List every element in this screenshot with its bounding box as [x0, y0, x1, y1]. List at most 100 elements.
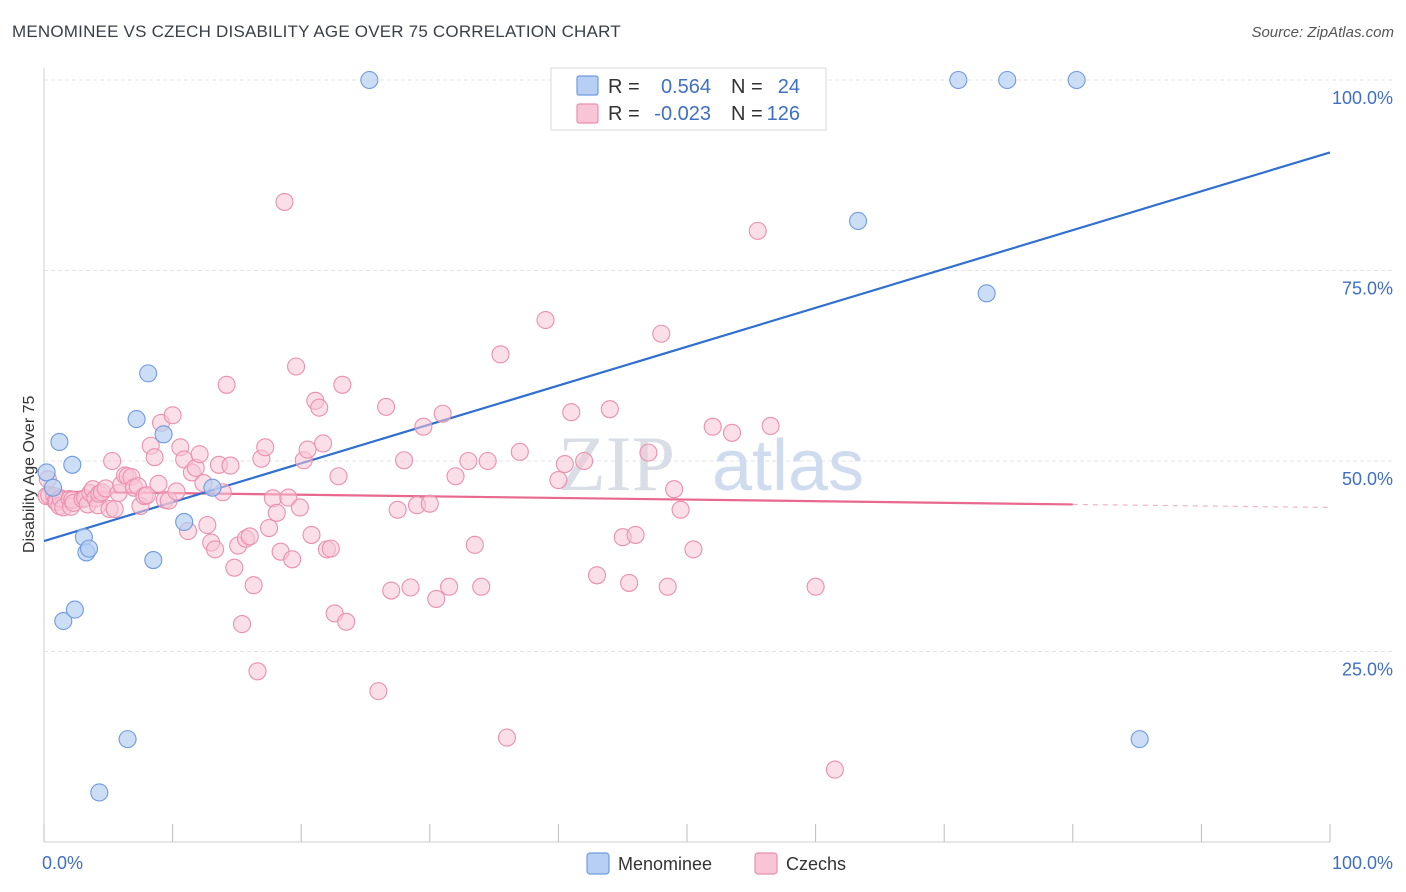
menominee-point — [360, 70, 379, 90]
menominee-point — [175, 512, 194, 532]
czech-point — [671, 500, 690, 519]
czech-point — [310, 398, 329, 417]
czech-point — [639, 443, 658, 462]
czech-point — [167, 482, 186, 501]
bottom-legend-label-czechs: Czechs — [786, 854, 846, 874]
czech-point — [652, 324, 671, 343]
legend-swatch-czechs — [576, 103, 599, 124]
czech-point — [198, 515, 217, 535]
czech-point — [446, 467, 465, 486]
czech-point — [259, 519, 279, 538]
czech-point — [620, 573, 639, 592]
menominee-point — [1067, 70, 1086, 90]
czech-point — [665, 480, 684, 499]
czech-point — [377, 397, 396, 416]
czech-point — [329, 467, 348, 486]
czech-point — [314, 434, 333, 453]
czech-point — [225, 558, 244, 577]
menominee-point — [118, 730, 137, 749]
czech-point — [626, 525, 645, 544]
czech-point — [472, 577, 491, 596]
y-tick-labels: 25.0% 50.0% 75.0% 100.0% — [1332, 88, 1393, 680]
czech-point — [440, 577, 459, 596]
menominee-point — [127, 410, 146, 429]
czech-point — [145, 448, 164, 467]
czech-point — [684, 540, 703, 559]
menominee-point — [949, 70, 968, 90]
czech-point — [290, 498, 309, 517]
czech-point — [302, 525, 321, 544]
menominee-point — [977, 284, 996, 303]
czech-point — [163, 406, 182, 425]
legend-n-value-czechs: 126 — [767, 103, 800, 125]
czech-point — [806, 577, 825, 596]
y-tick-label-50: 50.0% — [1342, 469, 1393, 489]
czech-point — [401, 578, 420, 597]
czech-point — [205, 540, 225, 559]
czech-point — [465, 535, 484, 554]
legend-n-value-menominee: 24 — [778, 76, 800, 98]
czech-point — [414, 417, 433, 436]
czech-point — [658, 577, 677, 596]
menominee-point — [139, 364, 158, 383]
czech-point — [575, 451, 594, 471]
menominee-trend-line — [43, 151, 1331, 543]
czech-point — [497, 728, 517, 747]
y-tick-label-100: 100.0% — [1332, 88, 1393, 108]
bottom-legend-swatch-menominee — [586, 852, 610, 875]
czech-point — [256, 438, 275, 457]
czech-point — [427, 589, 446, 608]
series-legend: Menominee Czechs — [586, 852, 846, 875]
bottom-legend-label-menominee: Menominee — [618, 854, 712, 874]
czech-point — [240, 527, 259, 546]
czech-point — [388, 500, 407, 519]
czech-point — [587, 566, 607, 585]
menominee-point — [63, 455, 82, 474]
czech-point — [137, 486, 156, 505]
y-tick-label-25: 25.0% — [1342, 660, 1393, 680]
czech-point — [433, 404, 452, 423]
legend-r-label-menominee: R = — [608, 76, 640, 98]
czech-point — [510, 442, 529, 461]
menominee-trend-group — [43, 151, 1331, 543]
czech-point — [217, 375, 236, 394]
menominee-point — [79, 539, 99, 558]
axes — [43, 68, 1331, 843]
czech-point — [149, 474, 168, 493]
menominee-point — [1130, 730, 1149, 749]
czech-point — [395, 451, 414, 470]
czech-point — [333, 375, 352, 394]
czech-point — [382, 581, 401, 600]
bottom-legend-swatch-czechs — [754, 852, 778, 875]
czech-point — [600, 400, 619, 419]
menominee-point — [203, 478, 222, 497]
czech-point — [267, 503, 286, 522]
czech-point — [283, 550, 302, 569]
legend-n-label-menominee: N = — [731, 76, 763, 98]
czech-point — [478, 451, 497, 471]
czech-point — [459, 451, 478, 471]
menominee-point — [50, 432, 69, 452]
menominee-points — [37, 70, 1149, 802]
czech-point — [748, 221, 767, 240]
menominee-point — [848, 211, 868, 231]
czech-point — [221, 456, 240, 475]
legend-r-label-czechs: R = — [608, 103, 640, 125]
czech-point — [703, 417, 722, 436]
czech-point — [275, 192, 294, 211]
czech-point — [298, 440, 317, 459]
menominee-point — [37, 463, 56, 482]
legend-swatch-menominee — [576, 75, 599, 96]
czech-point — [555, 454, 574, 474]
menominee-point — [43, 478, 63, 497]
menominee-point — [154, 425, 173, 444]
source-credit: Source: ZipAtlas.com — [1251, 24, 1394, 41]
menominee-point — [998, 70, 1017, 90]
czech-points — [37, 192, 844, 779]
legend-n-label-czechs: N = — [731, 103, 763, 125]
czech-point — [420, 494, 439, 513]
czech-trend-extension — [1072, 503, 1331, 509]
menominee-point — [144, 551, 163, 570]
czech-point — [536, 310, 555, 330]
